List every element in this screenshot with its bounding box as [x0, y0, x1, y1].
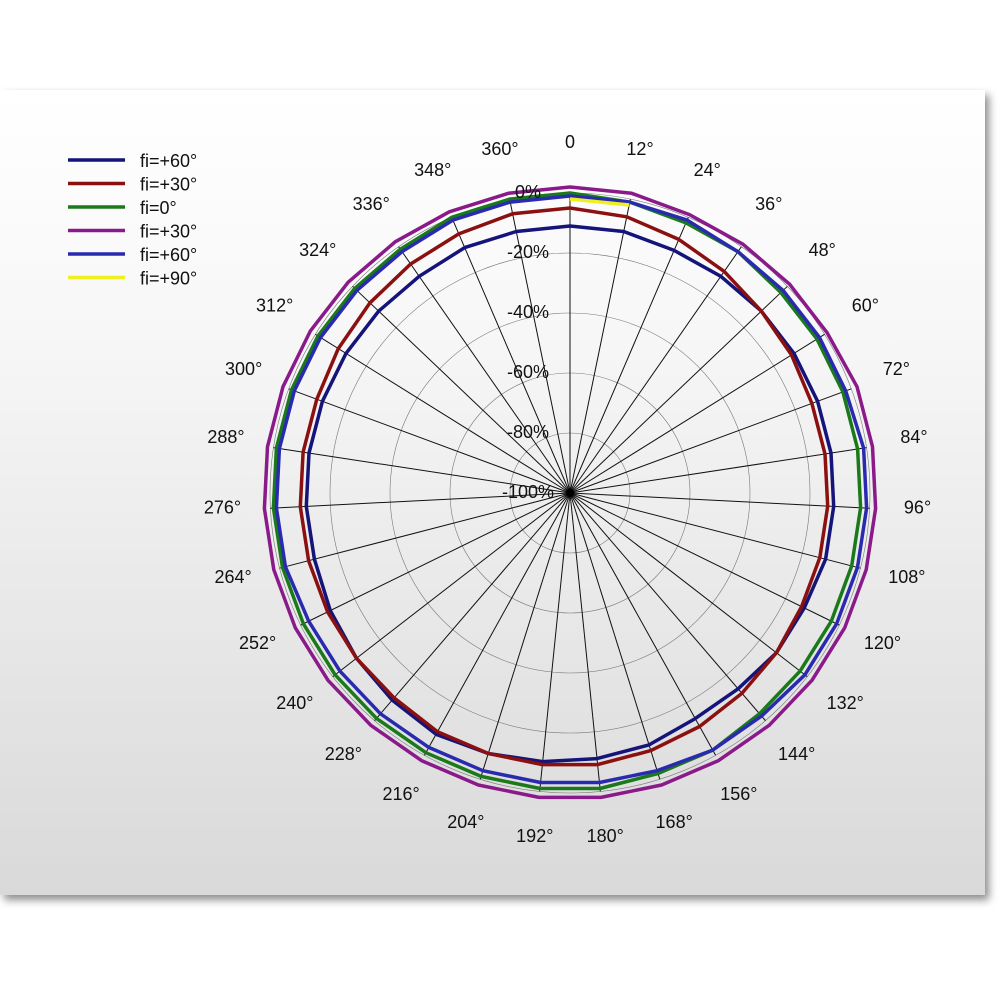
- r-tick-label: -60%: [507, 362, 549, 382]
- angle-label: 252°: [239, 633, 276, 653]
- spoke: [569, 492, 661, 780]
- chart-panel: [0, 90, 985, 895]
- spoke: [569, 492, 766, 721]
- spoke: [569, 285, 788, 494]
- spoke: [569, 492, 717, 756]
- spoke: [569, 217, 689, 494]
- legend-label: fi=+30°: [140, 174, 197, 194]
- spoke: [569, 199, 631, 494]
- spoke: [479, 492, 571, 780]
- angle-label: 120°: [864, 633, 901, 653]
- spoke: [539, 492, 571, 792]
- angle-label: 204°: [447, 812, 484, 832]
- angle-label: 300°: [225, 359, 262, 379]
- spoke: [569, 492, 861, 569]
- spoke: [569, 492, 808, 678]
- angle-label: 132°: [827, 693, 864, 713]
- angle-label: 144°: [778, 744, 815, 764]
- spoke: [352, 285, 571, 494]
- angle-label: 168°: [656, 812, 693, 832]
- legend-label: fi=+30°: [140, 221, 197, 241]
- angle-label: 336°: [353, 194, 390, 214]
- spoke: [569, 246, 742, 494]
- spoke: [300, 492, 571, 626]
- r-tick-label: -20%: [507, 242, 549, 262]
- series-line: [274, 194, 869, 785]
- series-line: [304, 224, 836, 764]
- spoke: [332, 492, 571, 678]
- angle-label: 96°: [904, 497, 931, 517]
- angle-label: 156°: [720, 784, 757, 804]
- legend-label: fi=+60°: [140, 151, 197, 171]
- spoke: [451, 217, 571, 494]
- angle-label: 12°: [626, 139, 653, 159]
- spoke: [569, 492, 601, 792]
- angle-label: 276°: [204, 497, 241, 517]
- angle-label: 288°: [207, 427, 244, 447]
- angle-label: 324°: [299, 240, 336, 260]
- angle-label: 36°: [755, 194, 782, 214]
- angle-label: 72°: [883, 359, 910, 379]
- series-line: [262, 185, 878, 800]
- angle-label: 48°: [809, 240, 836, 260]
- angle-label: 360°: [481, 139, 518, 159]
- spoke: [398, 246, 571, 494]
- spoke: [273, 447, 571, 494]
- spoke: [569, 447, 867, 494]
- series-line: [271, 191, 863, 791]
- angle-label: 108°: [888, 567, 925, 587]
- angle-label: 228°: [325, 744, 362, 764]
- angle-label: 180°: [587, 826, 624, 846]
- angle-label: 348°: [414, 160, 451, 180]
- legend-label: fi=0°: [140, 198, 177, 218]
- angle-label: 0: [565, 132, 575, 152]
- spoke: [279, 492, 571, 569]
- spoke: [569, 492, 870, 509]
- spoke: [423, 492, 571, 756]
- angle-label: 216°: [382, 784, 419, 804]
- spoke: [270, 492, 571, 509]
- spoke: [288, 388, 571, 494]
- series-line: [298, 206, 830, 767]
- r-tick-label: 0%: [515, 182, 541, 202]
- r-tick-label: -100%: [502, 482, 554, 502]
- spoke: [509, 199, 571, 494]
- legend-label: fi=+60°: [140, 245, 197, 265]
- angle-label: 192°: [516, 826, 553, 846]
- angle-label: 84°: [900, 427, 927, 447]
- series-line: [569, 197, 630, 207]
- angle-label: 312°: [256, 296, 293, 316]
- r-tick-label: -40%: [507, 302, 549, 322]
- angle-label: 60°: [852, 296, 879, 316]
- r-tick-label: -80%: [507, 422, 549, 442]
- spoke: [315, 333, 571, 494]
- angle-label: 24°: [694, 160, 721, 180]
- spoke: [569, 388, 852, 494]
- spoke: [569, 333, 825, 494]
- legend-label: fi=+90°: [140, 268, 197, 288]
- angle-label: 264°: [214, 567, 251, 587]
- spoke: [569, 492, 840, 626]
- angle-label: 240°: [276, 693, 313, 713]
- spoke: [374, 492, 571, 721]
- center-dot: [566, 489, 574, 497]
